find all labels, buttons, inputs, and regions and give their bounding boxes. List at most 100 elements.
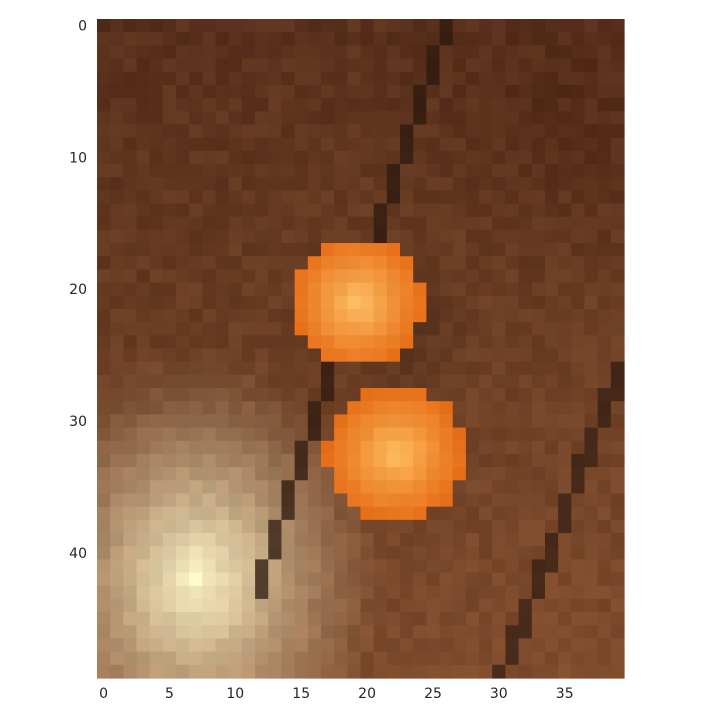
- heatmap-cell: [426, 467, 441, 481]
- heatmap-cell: [136, 533, 151, 547]
- heatmap-cell: [149, 190, 164, 205]
- heatmap-cell: [479, 177, 493, 191]
- heatmap-cell: [571, 71, 586, 86]
- heatmap-cell: [373, 124, 388, 139]
- heatmap-cell: [492, 177, 507, 191]
- heatmap-cell: [360, 559, 375, 574]
- heatmap-cell: [584, 414, 599, 429]
- heatmap-cell: [544, 32, 559, 46]
- heatmap-cell: [123, 401, 138, 415]
- heatmap-cell: [202, 322, 217, 336]
- heatmap-cell: [320, 559, 335, 574]
- heatmap-cell: [281, 572, 296, 587]
- heatmap-cell: [373, 467, 388, 481]
- heatmap-cell: [162, 243, 177, 257]
- heatmap-cell: [610, 361, 625, 376]
- heatmap-cell: [268, 533, 283, 547]
- heatmap-cell: [97, 651, 111, 666]
- heatmap-cell: [320, 467, 335, 481]
- heatmap-cell: [162, 124, 177, 139]
- heatmap-cell: [281, 506, 296, 521]
- heatmap-cell: [597, 361, 612, 376]
- heatmap-cell: [465, 163, 480, 178]
- heatmap-cell: [597, 45, 612, 60]
- heatmap-cell: [189, 598, 204, 613]
- heatmap-cell: [571, 335, 586, 350]
- heatmap-cell: [413, 137, 427, 152]
- heatmap-cell: [400, 612, 414, 626]
- heatmap-cell: [307, 480, 322, 495]
- heatmap-cell: [452, 453, 467, 468]
- heatmap-cell: [531, 216, 546, 231]
- heatmap-cell: [110, 124, 124, 139]
- heatmap-cell: [373, 243, 388, 257]
- heatmap-cell: [413, 361, 427, 376]
- heatmap-cell: [610, 124, 625, 139]
- heatmap-cell: [386, 546, 401, 560]
- heatmap-cell: [215, 243, 230, 257]
- heatmap-cell: [97, 295, 111, 310]
- heatmap-cell: [400, 453, 414, 468]
- heatmap-cell: [202, 533, 217, 547]
- heatmap-cell: [531, 361, 546, 376]
- heatmap-cell: [439, 269, 454, 284]
- heatmap-cell: [228, 625, 243, 640]
- heatmap-cell: [228, 361, 243, 376]
- heatmap-cell: [610, 45, 625, 60]
- heatmap-cell: [584, 137, 599, 152]
- heatmap-cell: [123, 203, 138, 218]
- heatmap-cell: [452, 361, 467, 376]
- heatmap-cell: [610, 559, 625, 574]
- heatmap-cell: [531, 467, 546, 481]
- heatmap-cell: [479, 546, 493, 560]
- heatmap-cell: [110, 559, 124, 574]
- heatmap-cell: [610, 216, 625, 231]
- heatmap-cell: [479, 58, 493, 73]
- heatmap-cell: [479, 440, 493, 455]
- heatmap-cell: [531, 559, 546, 574]
- heatmap-cell: [281, 453, 296, 468]
- heatmap-cell: [531, 19, 546, 33]
- heatmap-cell: [97, 58, 111, 73]
- heatmap-cell: [136, 374, 151, 389]
- heatmap-cell: [215, 348, 230, 363]
- heatmap-cell: [413, 519, 427, 534]
- heatmap-cell: [505, 177, 520, 191]
- heatmap-cell: [255, 282, 269, 297]
- heatmap-cell: [136, 401, 151, 415]
- heatmap-cell: [531, 427, 546, 442]
- heatmap-cell: [505, 32, 520, 46]
- heatmap-cell: [347, 625, 362, 640]
- heatmap-cell: [334, 84, 348, 99]
- heatmap-cell: [479, 124, 493, 139]
- heatmap-cell: [610, 282, 625, 297]
- heatmap-cell: [136, 322, 151, 336]
- heatmap-cell: [110, 308, 124, 323]
- heatmap-cell: [558, 256, 572, 271]
- heatmap-cell: [162, 598, 177, 613]
- heatmap-cell: [610, 322, 625, 336]
- heatmap-cell: [228, 480, 243, 495]
- heatmap-cell: [610, 427, 625, 442]
- heatmap-cell: [584, 111, 599, 126]
- heatmap-cell: [597, 388, 612, 402]
- heatmap-cell: [413, 493, 427, 508]
- heatmap-cell: [558, 612, 572, 626]
- heatmap-cell: [360, 163, 375, 178]
- heatmap-cell: [452, 506, 467, 521]
- heatmap-cell: [294, 625, 309, 640]
- heatmap-cell: [347, 559, 362, 574]
- heatmap-cell: [413, 282, 427, 297]
- heatmap-cell: [492, 203, 507, 218]
- heatmap-cell: [386, 295, 401, 310]
- heatmap-cell: [452, 32, 467, 46]
- heatmap-cell: [228, 190, 243, 205]
- heatmap-cell: [268, 111, 283, 126]
- heatmap-cell: [492, 98, 507, 112]
- heatmap-cell: [294, 177, 309, 191]
- heatmap-cell: [479, 322, 493, 336]
- heatmap-cell: [307, 203, 322, 218]
- heatmap-cell: [505, 625, 520, 640]
- heatmap-cell: [597, 282, 612, 297]
- heatmap-cell: [255, 71, 269, 86]
